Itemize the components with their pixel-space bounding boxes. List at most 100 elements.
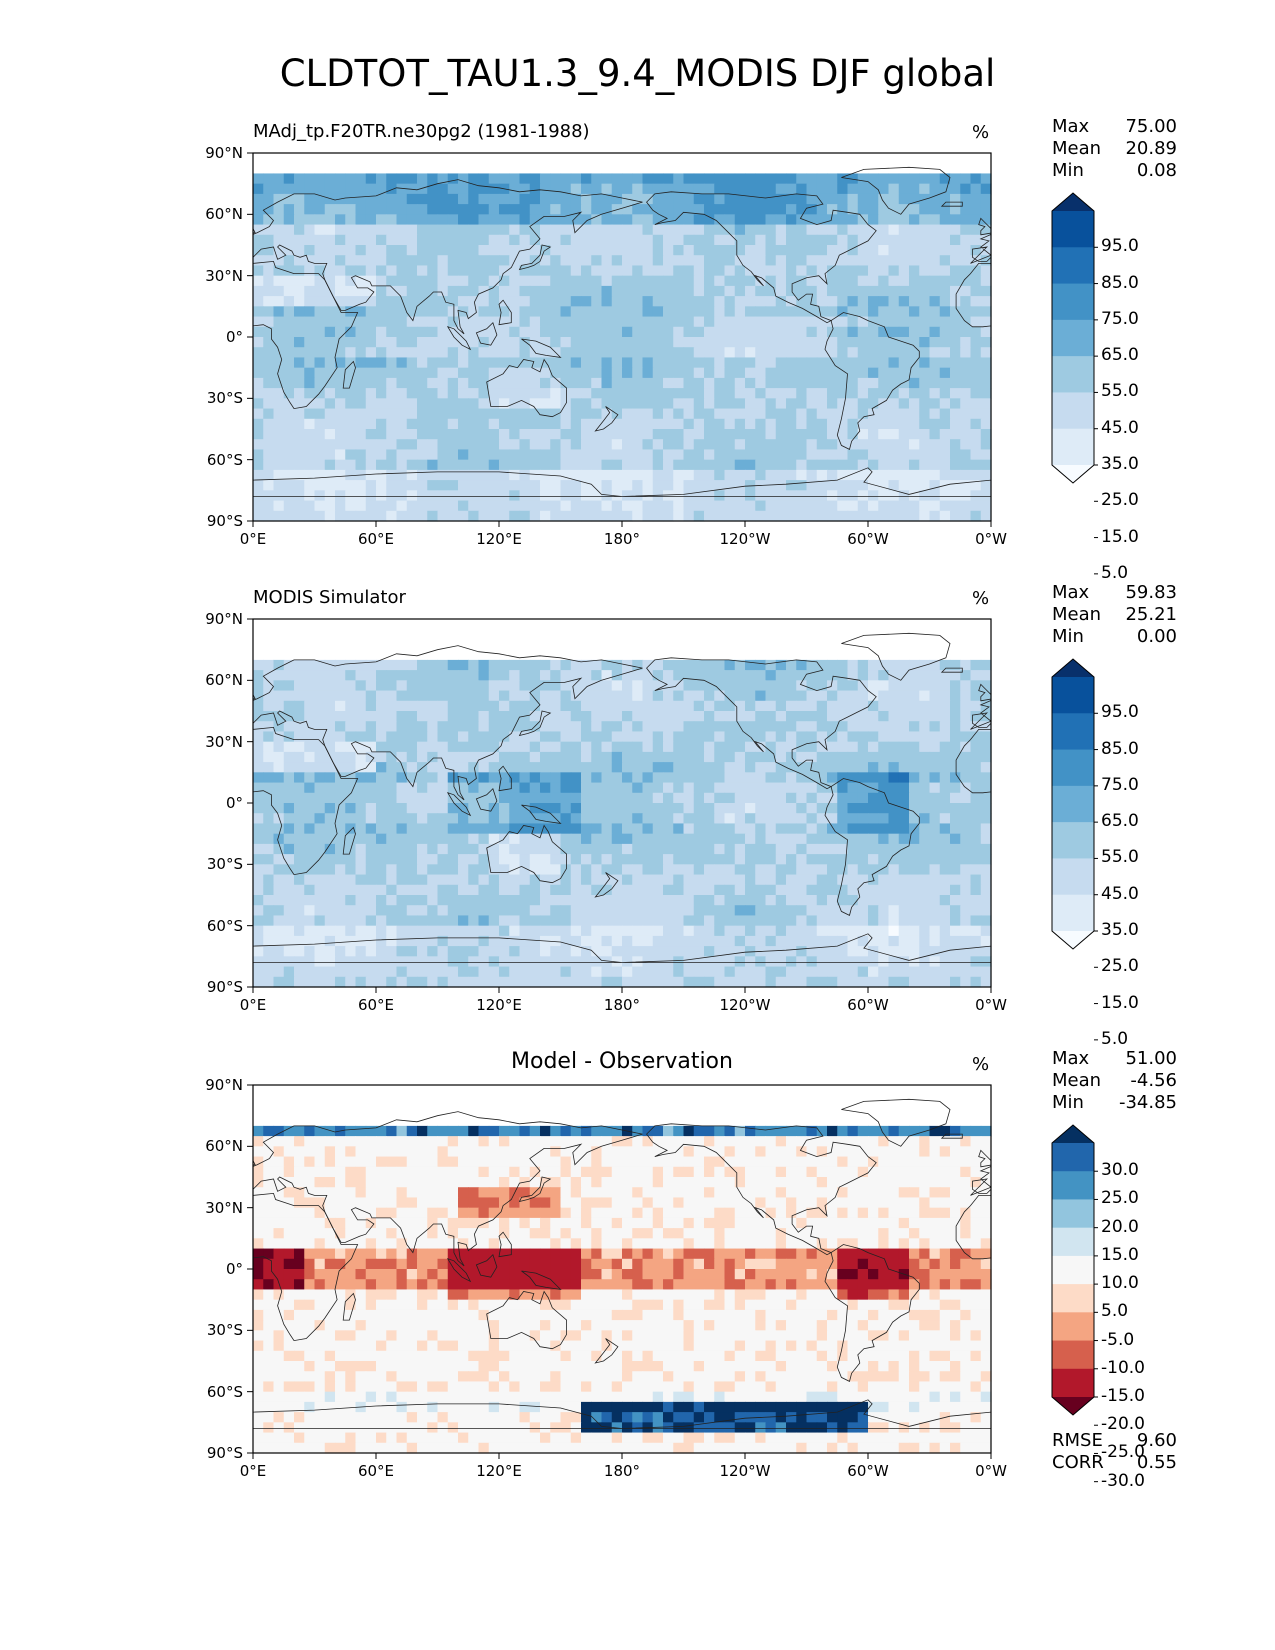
field-cell bbox=[652, 731, 664, 743]
field-cell bbox=[591, 193, 603, 205]
field-cell bbox=[611, 429, 623, 440]
field-cell bbox=[878, 265, 890, 277]
stat-value: 75.00 bbox=[1125, 116, 1177, 137]
field-cell bbox=[478, 326, 490, 338]
field-cell bbox=[283, 741, 295, 753]
field-cell bbox=[683, 670, 695, 681]
field-cell bbox=[406, 751, 418, 763]
field-cell bbox=[704, 854, 715, 865]
field-cell bbox=[447, 367, 459, 379]
field-cell bbox=[365, 398, 377, 410]
field-cell bbox=[601, 792, 613, 804]
field-cell bbox=[478, 659, 490, 671]
field-cell bbox=[550, 629, 562, 641]
field-cell bbox=[488, 337, 500, 348]
field-cell bbox=[273, 357, 285, 369]
field-cell bbox=[970, 357, 982, 369]
field-cell bbox=[796, 751, 808, 763]
field-cell bbox=[458, 500, 469, 512]
field-cell bbox=[898, 163, 910, 175]
field-cell bbox=[939, 255, 951, 267]
field-cell bbox=[499, 874, 510, 886]
field-cell bbox=[519, 214, 531, 226]
field-cell bbox=[970, 639, 982, 651]
field-cell bbox=[304, 915, 316, 927]
field-cell bbox=[827, 255, 838, 267]
field-cell bbox=[355, 649, 367, 661]
field-cell bbox=[324, 670, 336, 681]
field-cell bbox=[283, 193, 295, 205]
field-cell bbox=[560, 337, 572, 348]
field-cell bbox=[376, 337, 387, 348]
field-cell bbox=[847, 772, 859, 784]
field-cell bbox=[581, 418, 592, 430]
field-cell bbox=[980, 214, 992, 226]
field-cell bbox=[468, 193, 480, 205]
field-cell bbox=[529, 510, 541, 522]
field-cell bbox=[376, 711, 387, 722]
field-cell bbox=[909, 619, 920, 630]
field-cell bbox=[273, 285, 285, 297]
field-cell bbox=[755, 418, 767, 430]
field-cell bbox=[622, 214, 633, 226]
field-cell bbox=[509, 895, 521, 906]
field-cell bbox=[652, 649, 664, 661]
field-cell bbox=[806, 500, 818, 512]
field-cell bbox=[745, 843, 756, 855]
field-cell bbox=[765, 884, 777, 896]
field-cell bbox=[693, 439, 705, 451]
field-cell bbox=[273, 510, 285, 522]
stat-label: Max bbox=[1052, 116, 1090, 137]
field-cell bbox=[683, 690, 695, 702]
field-cell bbox=[786, 649, 797, 661]
field-cell bbox=[857, 337, 869, 348]
field-cell bbox=[704, 275, 715, 287]
field-cell bbox=[519, 639, 531, 651]
field-cell bbox=[273, 439, 285, 451]
field-cell bbox=[673, 629, 685, 641]
field-cell bbox=[693, 700, 705, 712]
field-cell bbox=[755, 408, 767, 420]
field-cell bbox=[673, 772, 685, 784]
field-cell bbox=[355, 843, 367, 855]
field-cell bbox=[406, 163, 418, 175]
field-cell bbox=[806, 204, 818, 215]
field-cell bbox=[663, 762, 674, 773]
field-cell bbox=[775, 803, 787, 814]
field-cell bbox=[724, 874, 736, 886]
field-cell bbox=[755, 245, 767, 256]
field-cell bbox=[417, 214, 428, 226]
field-cell bbox=[314, 864, 326, 876]
field-cell bbox=[468, 173, 480, 185]
field-cell bbox=[796, 459, 808, 471]
field-cell bbox=[980, 459, 992, 471]
field-cell bbox=[519, 153, 531, 164]
field-cell bbox=[970, 741, 982, 753]
field-cell bbox=[652, 193, 664, 205]
field-cell bbox=[283, 316, 295, 328]
field-cell bbox=[550, 874, 562, 886]
field-cell bbox=[478, 275, 490, 287]
field-cell bbox=[765, 864, 777, 876]
field-cell bbox=[970, 823, 982, 835]
field-cell bbox=[683, 245, 695, 256]
field-cell bbox=[560, 306, 572, 318]
field-cell bbox=[970, 255, 982, 267]
field-cell bbox=[540, 874, 551, 886]
field-cell bbox=[970, 183, 982, 195]
field-cell bbox=[427, 204, 439, 215]
field-cell bbox=[386, 751, 398, 763]
field-cell bbox=[796, 659, 808, 671]
field-cell bbox=[663, 173, 674, 185]
field-cell bbox=[632, 153, 644, 164]
field-cell bbox=[755, 153, 767, 164]
field-cell bbox=[652, 721, 664, 733]
field-cell bbox=[693, 224, 705, 236]
field-cell bbox=[386, 357, 398, 369]
field-cell bbox=[642, 833, 654, 845]
field-cell bbox=[447, 700, 459, 712]
field-cell bbox=[857, 510, 869, 522]
field-cell bbox=[406, 459, 418, 471]
field-cell bbox=[253, 649, 264, 661]
field-cell bbox=[796, 915, 808, 927]
